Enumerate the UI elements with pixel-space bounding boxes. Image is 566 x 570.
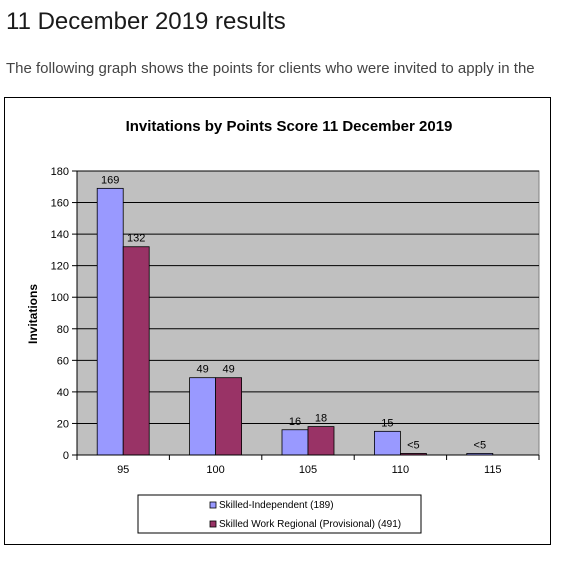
data-label: 169 [101,174,119,186]
data-label: 16 [289,416,301,428]
x-tick-label: 110 [392,464,410,476]
y-tick-label: 180 [51,166,69,178]
y-tick-label: 20 [57,418,69,430]
data-label: <5 [474,439,487,451]
legend-label-2: Skilled Work Regional (Provisional) (491… [219,519,401,530]
x-tick-label: 105 [299,464,317,476]
legend-swatch-2 [209,520,217,528]
x-tick-label: 115 [484,464,502,476]
legend-box [137,494,422,534]
bar [307,426,335,456]
data-label: 49 [196,364,208,376]
y-tick-label: 0 [63,450,69,462]
y-tick-label: 120 [51,261,69,273]
bar [189,377,217,456]
data-label: <5 [407,439,420,451]
y-tick-label: 100 [51,292,69,304]
axes: 0 20 40 60 80 100 120 140 160 180 95 100 105 110 115 [51,166,540,476]
bar [373,430,401,456]
bars: 169 132 49 49 16 18 15 <5 <5 [96,174,494,456]
plot-area [76,170,540,456]
data-label: 49 [222,364,234,376]
chart-title: Invitations by Points Score 11 December … [126,118,453,135]
legend-swatch-1 [209,501,217,509]
data-label: 15 [381,417,393,429]
y-tick-label: 140 [51,229,69,241]
gridlines [77,170,539,424]
bar [96,187,124,456]
data-label: 18 [315,413,327,425]
bar [281,429,309,456]
data-label: 132 [127,233,145,245]
page-heading: 11 December 2019 results [6,8,286,35]
legend: Skilled-Independent (189) Skilled Work R… [137,494,422,534]
intro-text: The following graph shows the points for… [6,60,535,77]
chart-container: Invitations by Points Score 11 December … [4,97,551,545]
legend-label-1: Skilled-Independent (189) [219,500,334,511]
y-axis-label: Invitations [26,284,40,344]
bar-chart: Invitations by Points Score 11 December … [26,118,540,534]
y-tick-label: 160 [51,198,69,210]
x-tick-label: 95 [117,464,129,476]
y-tick-label: 40 [57,387,69,399]
y-tick-label: 80 [57,324,69,336]
x-tick-label: 100 [206,464,224,476]
bar [215,377,243,456]
bar [122,246,150,456]
y-tick-label: 60 [57,355,69,367]
